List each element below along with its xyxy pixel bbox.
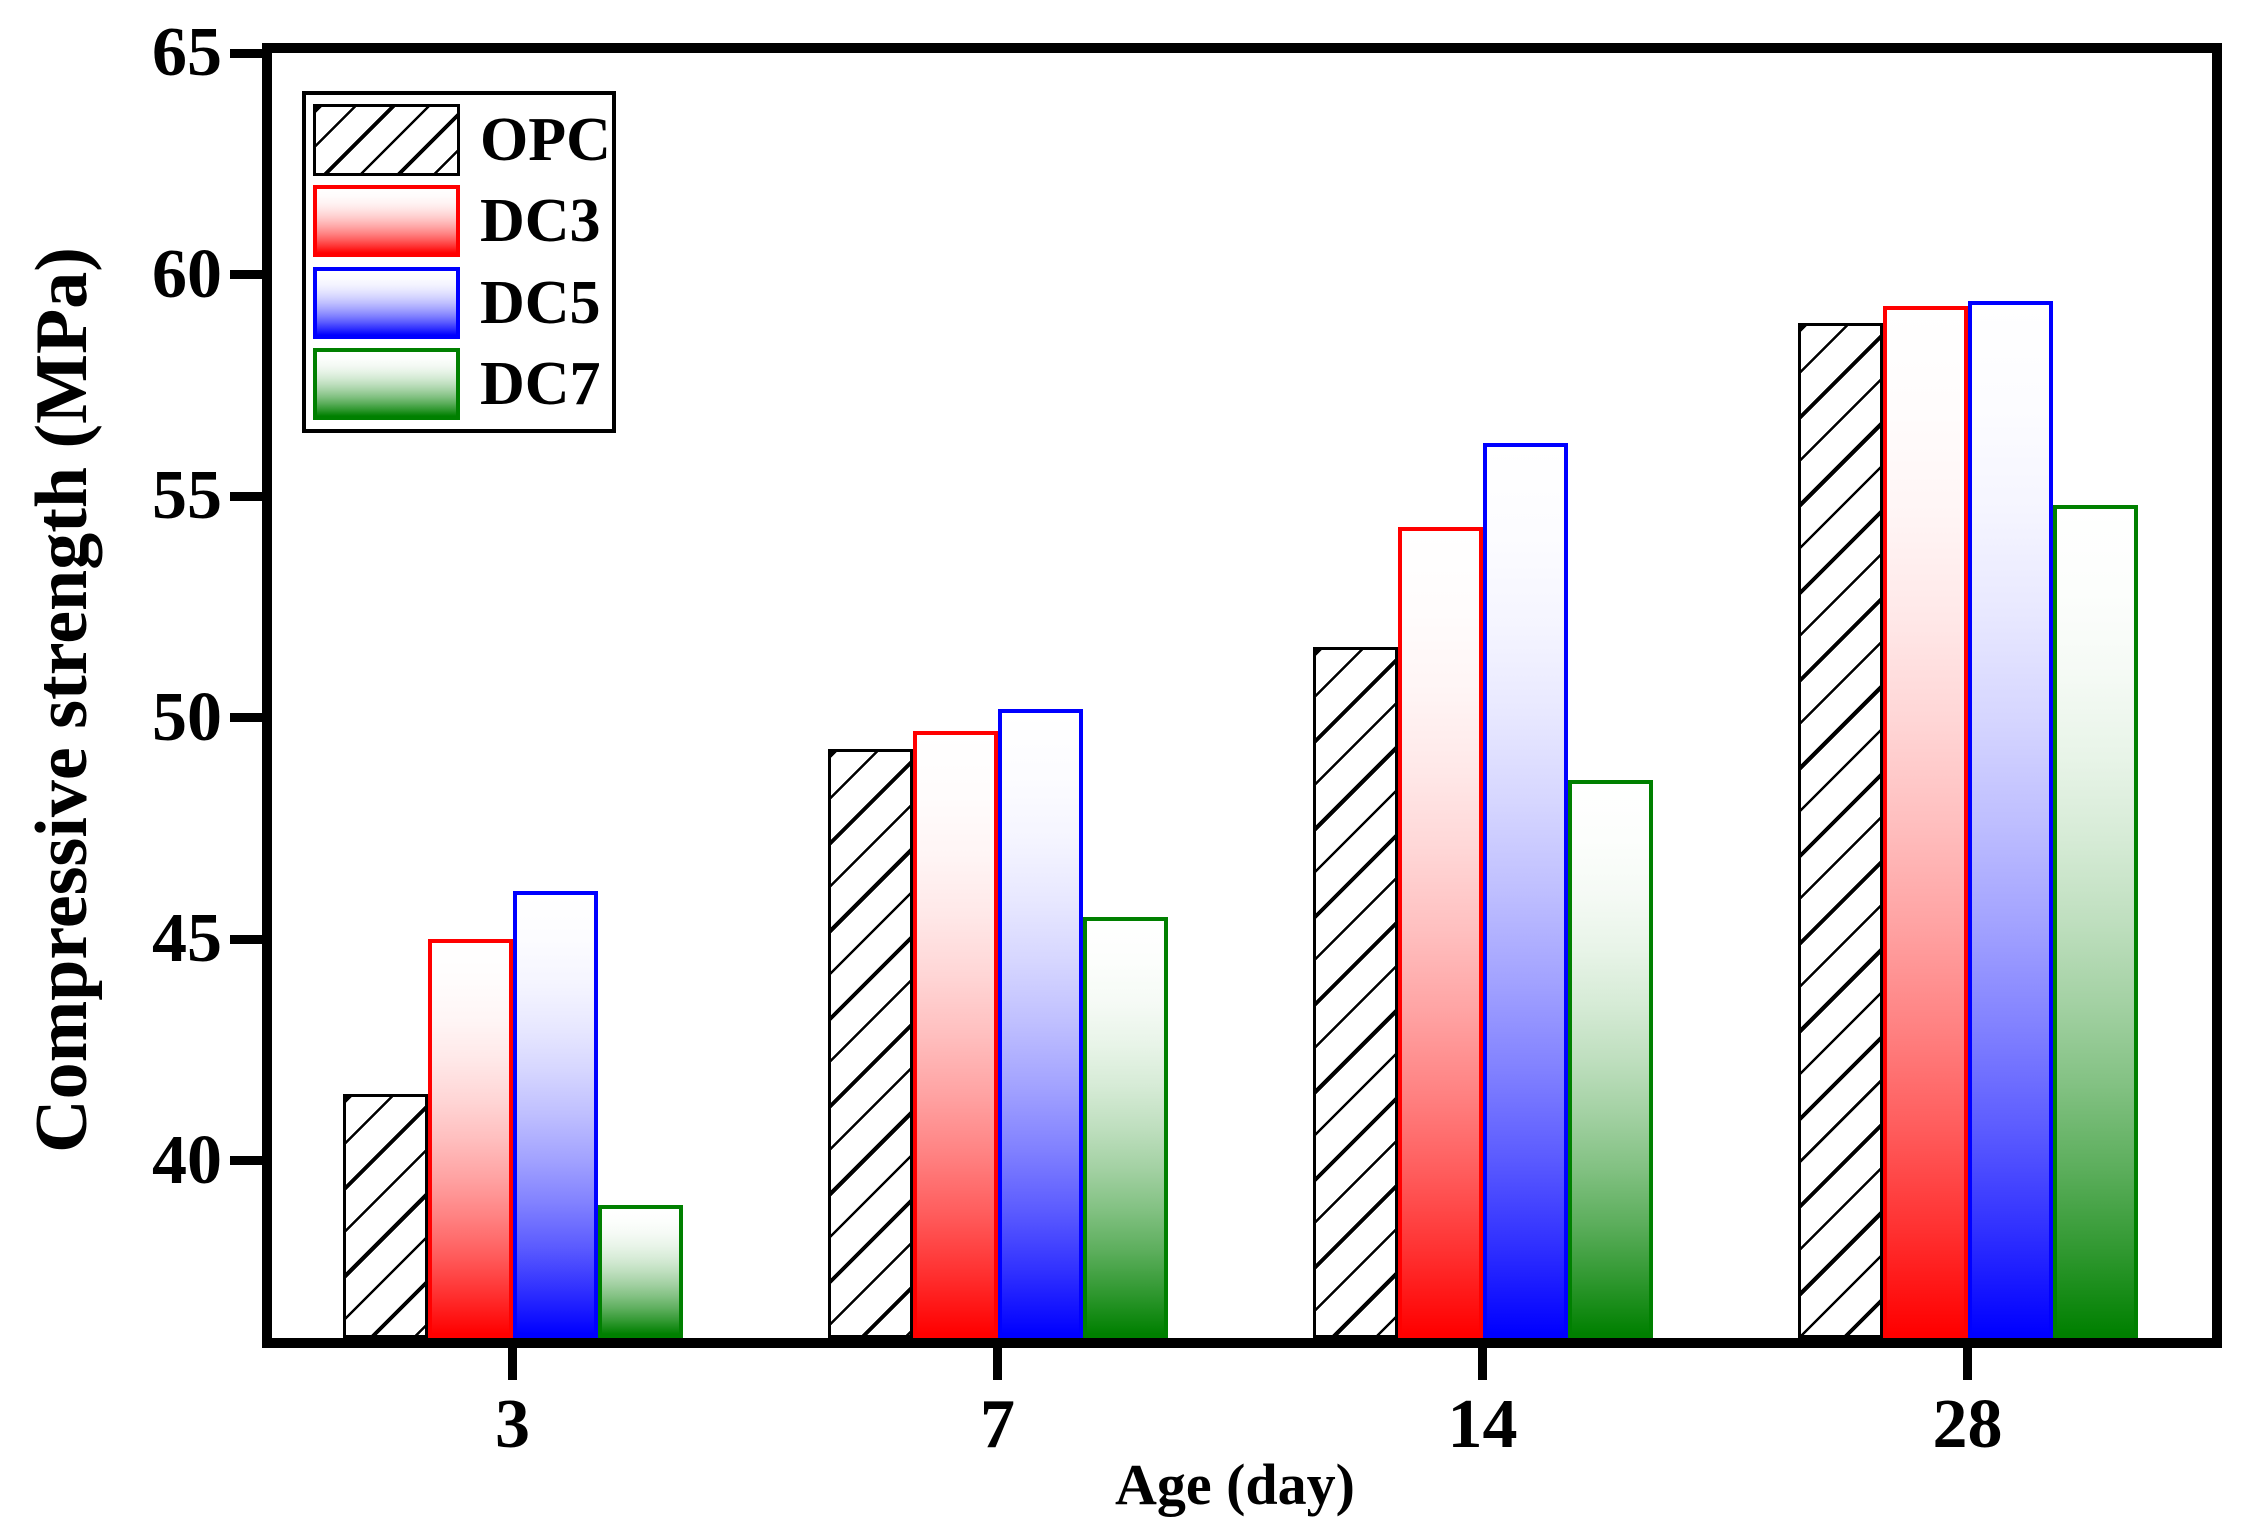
y-tick-label-40: 40 <box>152 1121 222 1199</box>
legend: OPC DC3 DC5 DC7 <box>302 91 616 433</box>
bar-opc-age-14 <box>1312 646 1398 1338</box>
y-tick-label-50: 50 <box>152 678 222 756</box>
bar-dc3-age-7 <box>912 730 998 1338</box>
bar-dc3-age-14 <box>1397 527 1483 1338</box>
legend-label-dc5: DC5 <box>480 268 601 337</box>
bar-opc-age-28 <box>1797 323 1883 1338</box>
bar-dc5-age-7 <box>997 708 1083 1338</box>
legend-swatch-opc <box>313 104 460 176</box>
bar-dc3-age-28 <box>1882 305 1968 1338</box>
y-tick-label-45: 45 <box>152 900 222 978</box>
legend-label-opc: OPC <box>480 106 611 174</box>
legend-item-dc7: DC7 <box>313 347 606 420</box>
y-tick-50 <box>230 713 262 723</box>
x-tick-label-14: 14 <box>1447 1386 1518 1463</box>
bar-opc-age-7 <box>827 748 913 1338</box>
y-tick-40 <box>230 1156 262 1166</box>
legend-item-dc5: DC5 <box>313 266 606 339</box>
bar-dc3-age-3 <box>427 939 513 1338</box>
plot-area: OPC DC3 DC5 DC7 <box>272 53 2212 1338</box>
x-tick-7 <box>993 1348 1003 1380</box>
legend-label-dc3: DC3 <box>480 187 601 256</box>
legend-label-dc7: DC7 <box>480 349 601 418</box>
x-tick-label-28: 28 <box>1932 1386 2003 1463</box>
y-tick-label-55: 55 <box>152 457 222 535</box>
x-tick-3 <box>508 1348 518 1380</box>
bar-dc7-age-7 <box>1082 917 1168 1338</box>
y-tick-65 <box>230 48 262 58</box>
legend-item-dc3: DC3 <box>313 185 606 258</box>
y-tick-60 <box>230 270 262 280</box>
plot-frame: OPC DC3 DC5 DC7 <box>262 43 2222 1348</box>
y-tick-55 <box>230 491 262 501</box>
y-tick-label-60: 60 <box>152 235 222 313</box>
bar-dc5-age-28 <box>1967 301 2053 1338</box>
legend-swatch-dc5 <box>313 266 460 339</box>
legend-item-opc: OPC <box>313 104 611 176</box>
bar-dc5-age-14 <box>1482 442 1568 1338</box>
x-tick-28 <box>1963 1348 1973 1380</box>
x-tick-label-3: 3 <box>495 1386 531 1463</box>
y-tick-45 <box>230 934 262 944</box>
legend-swatch-dc3 <box>313 185 460 258</box>
x-tick-label-7: 7 <box>980 1386 1016 1463</box>
x-axis-title: Age (day) <box>1114 1452 1355 1517</box>
bar-dc5-age-3 <box>512 890 598 1338</box>
bar-dc7-age-14 <box>1567 779 1653 1338</box>
bar-opc-age-3 <box>342 1094 428 1338</box>
x-tick-14 <box>1478 1348 1488 1380</box>
legend-swatch-dc7 <box>313 347 460 420</box>
bar-dc7-age-28 <box>2052 505 2138 1338</box>
y-tick-label-65: 65 <box>152 14 222 91</box>
bar-dc7-age-3 <box>597 1205 683 1338</box>
